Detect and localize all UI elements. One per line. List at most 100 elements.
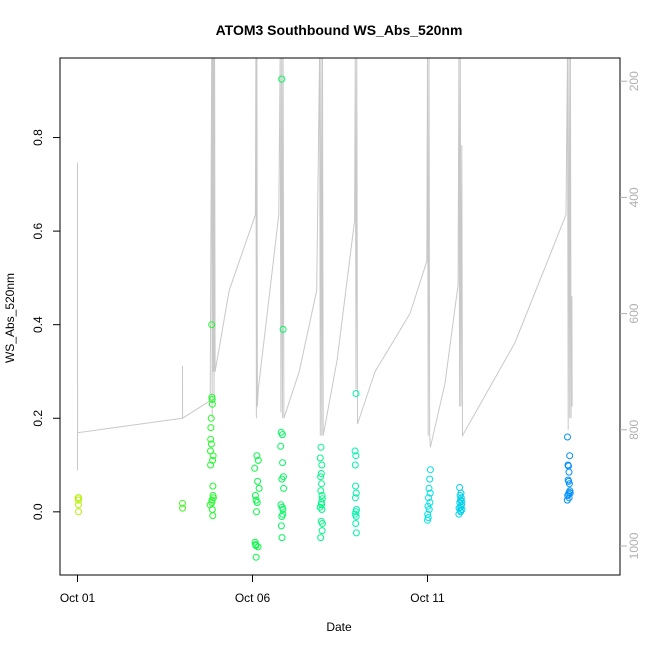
y2-tick-label: 1000 <box>627 532 641 559</box>
y2-tick-label: 200 <box>627 71 641 91</box>
data-point <box>351 461 359 469</box>
y-tick-label: 0.0 <box>31 503 45 520</box>
data-point <box>75 508 83 516</box>
chart-title: ATOM3 Southbound WS_Abs_520nm <box>216 22 463 38</box>
data-point <box>351 447 359 455</box>
x-tick-label: Oct 11 <box>410 591 445 605</box>
data-point <box>208 321 216 329</box>
data-point <box>207 440 215 448</box>
data-point <box>317 487 325 495</box>
data-point <box>179 499 186 507</box>
data-point <box>426 499 434 506</box>
data-point <box>280 484 288 492</box>
data-point <box>316 503 324 511</box>
data-point <box>75 494 83 502</box>
data-point <box>254 456 262 464</box>
data-point <box>317 473 325 481</box>
data-point <box>278 513 286 520</box>
data-point <box>255 484 263 492</box>
data-point <box>352 520 360 527</box>
data-point <box>318 492 326 499</box>
data-point <box>352 529 360 537</box>
y-tick-label: 0.4 <box>31 316 45 333</box>
data-point <box>253 499 261 506</box>
data-point <box>317 470 325 477</box>
data-point <box>565 494 573 502</box>
x-tick-label: Oct 06 <box>235 591 271 605</box>
data-point <box>565 480 573 488</box>
data-point <box>279 506 287 513</box>
data-point <box>426 489 434 497</box>
data-point <box>351 494 359 502</box>
data-point <box>424 502 432 510</box>
data-point <box>254 477 262 485</box>
data-point <box>426 466 434 474</box>
data-point <box>278 475 286 483</box>
data-point <box>425 484 433 492</box>
data-point <box>318 461 326 469</box>
data-point <box>566 452 574 460</box>
data-point <box>209 456 217 464</box>
y2-tick-label: 800 <box>627 419 641 439</box>
data-point <box>74 496 82 504</box>
data-point <box>425 506 433 513</box>
data-point <box>209 482 217 490</box>
data-point <box>565 490 573 498</box>
data-point <box>318 506 326 513</box>
data-point <box>277 522 285 530</box>
data-point <box>565 468 573 476</box>
data-point <box>208 499 216 506</box>
y2-tick-label: 400 <box>627 187 641 207</box>
data-point <box>207 414 215 422</box>
data-point <box>457 508 465 516</box>
data-point <box>208 400 216 408</box>
data-point <box>279 459 287 467</box>
data-point <box>426 475 434 483</box>
data-point <box>424 516 431 524</box>
data-point <box>317 534 325 542</box>
data-point <box>75 501 82 509</box>
data-point <box>317 443 325 451</box>
y2-tick-label: 600 <box>627 303 641 323</box>
data-point <box>318 480 325 488</box>
data-point <box>317 499 325 506</box>
y-tick-label: 0.6 <box>31 222 45 239</box>
data-point <box>252 553 260 561</box>
data-point <box>564 433 571 441</box>
y-tick-label: 0.8 <box>31 129 45 146</box>
data-point <box>254 543 262 551</box>
data-point <box>253 508 260 516</box>
data-point <box>316 454 324 462</box>
data-point <box>209 452 217 460</box>
x-tick-label: Oct 01 <box>60 591 96 605</box>
data-point <box>208 393 216 401</box>
data-point <box>352 390 360 397</box>
data-point <box>251 464 259 472</box>
data-point <box>352 489 360 497</box>
data-point <box>278 431 286 439</box>
data-point <box>352 452 360 460</box>
data-point <box>318 527 326 535</box>
data-point <box>318 520 326 527</box>
data-point <box>208 496 216 504</box>
y-tick-label: 0.2 <box>31 410 45 427</box>
data-point <box>208 396 216 403</box>
data-point <box>279 325 287 333</box>
data-point <box>251 492 259 499</box>
data-point <box>566 489 574 497</box>
x-axis-label: Date <box>326 620 352 634</box>
data-point <box>253 452 261 460</box>
data-point <box>278 534 286 542</box>
secondary-line-series <box>77 58 573 471</box>
data-point <box>207 435 215 443</box>
data-point <box>424 514 432 521</box>
data-point <box>278 75 286 83</box>
data-point <box>456 484 464 491</box>
data-point <box>352 482 360 490</box>
data-point <box>352 513 360 520</box>
y-axis-label: WS_Abs_520nm <box>3 273 17 363</box>
data-point <box>425 494 432 502</box>
data-point <box>207 461 215 469</box>
data-point <box>207 424 215 432</box>
